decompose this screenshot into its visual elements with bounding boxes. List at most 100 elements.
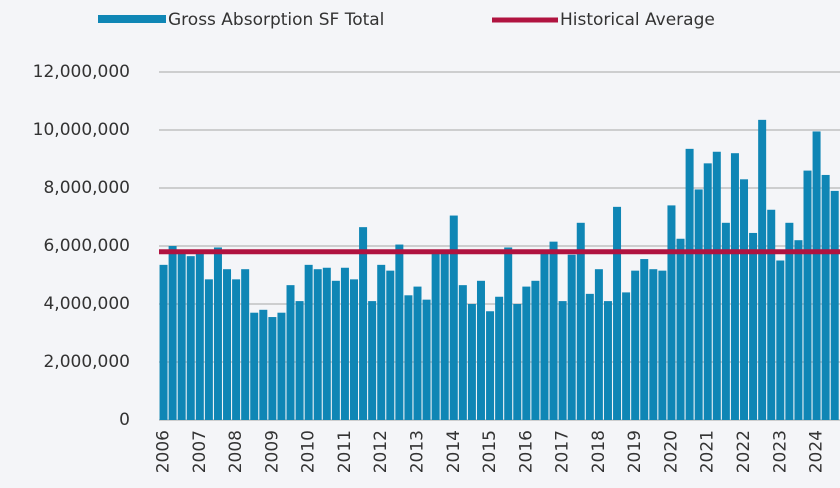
bar bbox=[558, 301, 567, 420]
bar bbox=[776, 260, 785, 420]
bar bbox=[549, 241, 558, 420]
bar bbox=[350, 279, 359, 420]
bar bbox=[676, 238, 685, 420]
bar bbox=[195, 253, 204, 420]
bar bbox=[613, 206, 622, 420]
bar bbox=[622, 292, 631, 420]
bar bbox=[213, 247, 222, 420]
bar bbox=[295, 301, 304, 420]
bar bbox=[386, 270, 395, 420]
bar bbox=[395, 244, 404, 420]
bar bbox=[594, 269, 603, 420]
x-tick-label: 2010 bbox=[299, 430, 319, 473]
bar bbox=[694, 189, 703, 420]
x-tick-label: 2013 bbox=[407, 430, 427, 473]
legend-label: Historical Average bbox=[560, 10, 715, 30]
bar bbox=[250, 312, 259, 420]
x-tick-label: 2007 bbox=[190, 430, 210, 473]
bar bbox=[749, 232, 758, 420]
bar bbox=[486, 311, 495, 420]
bar bbox=[232, 279, 241, 420]
x-tick-label: 2020 bbox=[661, 430, 681, 473]
y-tick-label: 6,000,000 bbox=[43, 236, 130, 256]
x-tick-label: 2019 bbox=[625, 430, 645, 473]
bar bbox=[803, 170, 812, 420]
bar bbox=[522, 286, 531, 420]
x-tick-label: 2022 bbox=[734, 430, 754, 473]
x-tick-label: 2024 bbox=[807, 430, 827, 473]
bar bbox=[531, 280, 540, 420]
y-tick-label: 10,000,000 bbox=[33, 120, 130, 140]
bar bbox=[649, 269, 658, 420]
bar bbox=[712, 151, 721, 420]
bar bbox=[223, 269, 232, 420]
bar bbox=[767, 209, 776, 420]
x-tick-label: 2017 bbox=[553, 430, 573, 473]
bar bbox=[177, 250, 186, 420]
bar bbox=[404, 295, 413, 420]
x-tick-label: 2008 bbox=[226, 430, 246, 473]
y-tick-label: 8,000,000 bbox=[43, 178, 130, 198]
bar bbox=[658, 270, 667, 420]
x-tick-label: 2009 bbox=[262, 430, 282, 473]
bar bbox=[413, 286, 422, 420]
bar bbox=[721, 222, 730, 420]
bar bbox=[513, 304, 522, 420]
bar bbox=[168, 246, 177, 420]
x-tick-label: 2011 bbox=[335, 430, 355, 473]
x-tick-label: 2012 bbox=[371, 430, 391, 473]
bar bbox=[685, 148, 694, 420]
bar bbox=[467, 304, 476, 420]
bar bbox=[313, 269, 322, 420]
bar bbox=[159, 264, 168, 420]
bar bbox=[567, 254, 576, 420]
bar bbox=[476, 280, 485, 420]
bar bbox=[431, 251, 440, 420]
bar bbox=[277, 312, 286, 420]
bar bbox=[186, 256, 195, 420]
bar bbox=[259, 309, 268, 420]
bar bbox=[331, 280, 340, 420]
bar bbox=[667, 205, 676, 420]
bar bbox=[740, 179, 749, 420]
bar bbox=[495, 296, 504, 420]
bar bbox=[204, 279, 213, 420]
y-tick-label: 0 bbox=[119, 410, 130, 430]
bar bbox=[703, 163, 712, 420]
bar bbox=[422, 299, 431, 420]
x-tick-label: 2018 bbox=[589, 430, 609, 473]
bar bbox=[268, 317, 277, 420]
bar bbox=[631, 270, 640, 420]
bar bbox=[821, 174, 830, 420]
x-tick-label: 2016 bbox=[516, 430, 536, 473]
bar bbox=[830, 190, 839, 420]
bar bbox=[368, 301, 377, 420]
y-tick-label: 2,000,000 bbox=[43, 352, 130, 372]
x-tick-label: 2006 bbox=[154, 430, 174, 473]
bar bbox=[603, 301, 612, 420]
bar bbox=[504, 247, 513, 420]
bar bbox=[359, 227, 368, 420]
bar bbox=[785, 222, 794, 420]
legend-label: Gross Absorption SF Total bbox=[168, 10, 384, 30]
x-tick-label: 2014 bbox=[444, 430, 464, 473]
x-tick-label: 2021 bbox=[698, 430, 718, 473]
bar bbox=[322, 267, 331, 420]
y-tick-label: 12,000,000 bbox=[33, 62, 130, 82]
bar bbox=[640, 259, 649, 420]
bar bbox=[458, 285, 467, 420]
bar bbox=[585, 293, 594, 420]
bar bbox=[241, 269, 250, 420]
bar bbox=[340, 267, 349, 420]
bar bbox=[304, 264, 313, 420]
bar bbox=[440, 251, 449, 420]
bar bbox=[794, 240, 803, 420]
y-tick-label: 4,000,000 bbox=[43, 294, 130, 314]
bar bbox=[812, 131, 821, 420]
bar bbox=[286, 285, 295, 420]
bar bbox=[576, 222, 585, 420]
bar bbox=[540, 251, 549, 420]
bar bbox=[449, 215, 458, 420]
x-tick-label: 2023 bbox=[770, 430, 790, 473]
